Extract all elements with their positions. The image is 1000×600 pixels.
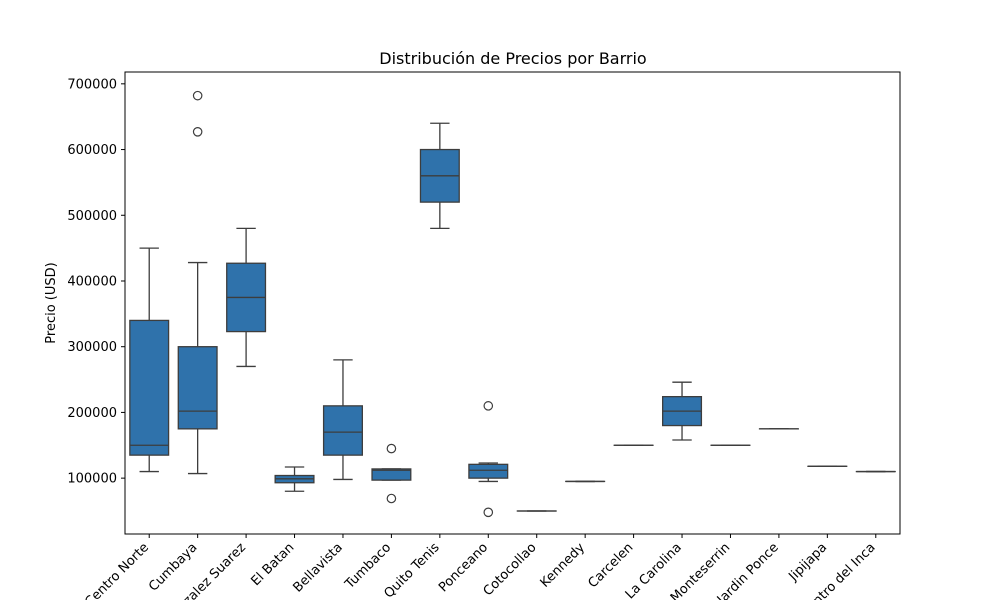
x-tick-label: Bellavista (290, 540, 345, 595)
y-tick-label: 700000 (67, 77, 117, 92)
outlier-point (192, 90, 203, 101)
y-tick-label: 600000 (67, 143, 117, 158)
plot-area: 100000 200000 300000 400000 500000 600000 7000… (67, 71, 901, 600)
x-tick-label: Centro Norte (82, 540, 152, 600)
box-iqr (468, 463, 509, 479)
y-tick-label: 200000 (67, 406, 117, 421)
y-tick-label: 100000 (67, 472, 117, 487)
box-iqr (371, 468, 412, 481)
y-tick-label: 500000 (67, 209, 117, 224)
box-iqr (322, 405, 363, 456)
y-axis-label: Precio (USD) (44, 262, 59, 343)
x-tick-label: Cotocollao (481, 540, 540, 599)
x-tick-label: Carcelen (585, 540, 636, 591)
x-tick-label: Kennedy (538, 540, 589, 591)
plot-frame (124, 71, 901, 535)
y-tick-label: 400000 (67, 274, 117, 289)
outlier-point (386, 443, 397, 454)
chart-title: Distribución de Precios por Barrio (379, 49, 646, 68)
y-tick-label: 300000 (67, 340, 117, 355)
x-tick-label: Jipijapa (786, 540, 831, 585)
outlier-point (386, 493, 397, 504)
box-iqr (129, 319, 170, 456)
outlier-point (483, 401, 494, 411)
box-iqr (177, 346, 218, 430)
outlier-point (192, 127, 203, 137)
x-tick-label: El Batan (248, 540, 297, 589)
outlier-point (483, 507, 494, 518)
